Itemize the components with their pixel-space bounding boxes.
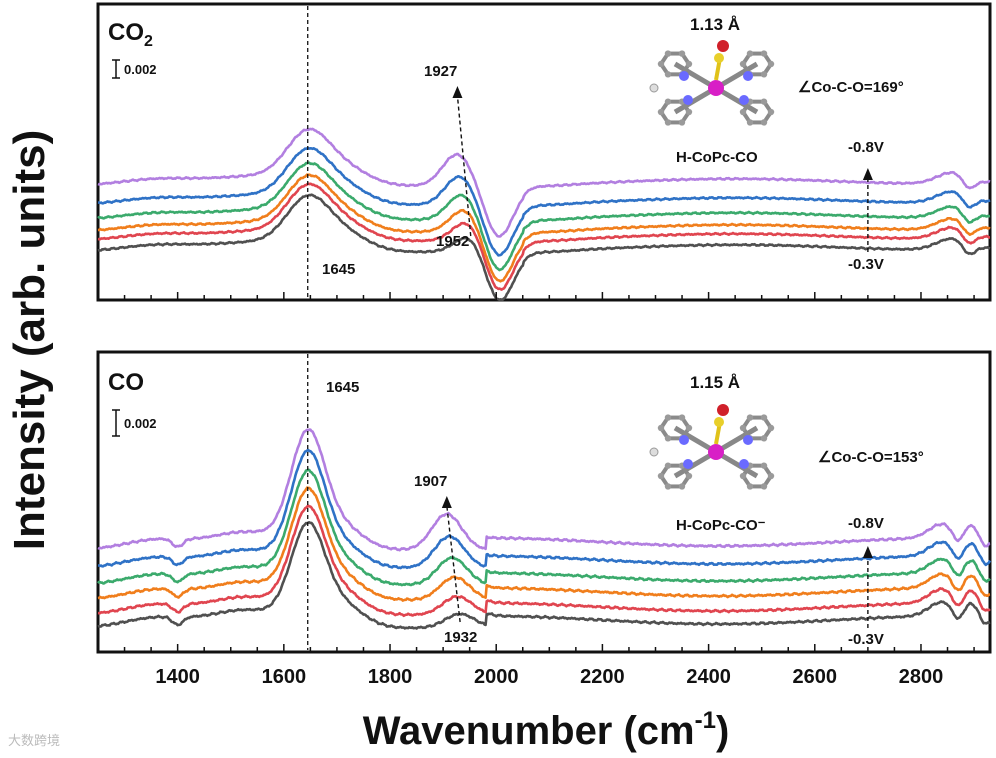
scale-bar-label: 0.002 bbox=[124, 62, 157, 77]
x-tick-labels: 1400 1600 1800 2000 2200 2400 2600 2800 bbox=[155, 666, 943, 688]
potential-bottom-label: -0.3V bbox=[848, 256, 884, 273]
series-line-6 bbox=[97, 127, 991, 238]
x-tick-label: 1800 bbox=[368, 666, 413, 688]
x-tick-label: 1600 bbox=[262, 666, 307, 688]
shift-arrow-line bbox=[446, 505, 461, 623]
x-tick-label: 2000 bbox=[474, 666, 519, 688]
series-line-6 bbox=[97, 428, 991, 552]
potential-top-label: -0.8V bbox=[848, 139, 884, 156]
series-line-5 bbox=[97, 146, 991, 257]
scale-bar: 0.002 bbox=[112, 59, 157, 79]
bond-length-label: 1.13 Å bbox=[690, 15, 740, 34]
shift-arrow-line bbox=[456, 95, 472, 237]
peak2-bottom-label: 1952 bbox=[436, 233, 469, 250]
potential-arrow-head bbox=[862, 168, 873, 180]
x-tick-label: 2400 bbox=[686, 666, 731, 688]
panel-co: 0.002 CO 1645 1907 1932 -0.8V -0.3V 1.15… bbox=[96, 350, 992, 654]
trace-group bbox=[97, 127, 991, 301]
shift-arrow-head bbox=[452, 86, 463, 98]
x-tick-label: 2800 bbox=[899, 666, 944, 688]
bond-length-label: 1.15 Å bbox=[690, 373, 740, 392]
peak1-label: 1645 bbox=[322, 261, 355, 278]
series-line-4 bbox=[97, 161, 991, 272]
peak2-top-label: 1927 bbox=[424, 63, 457, 80]
panel-co2: 0.002 CO2 1645 1927 1952 -0.8V -0.3V 1.1… bbox=[96, 2, 992, 302]
series-line-2 bbox=[97, 182, 991, 291]
tick-group bbox=[123, 292, 975, 300]
series-line-3 bbox=[97, 486, 991, 602]
series-line-1 bbox=[97, 193, 991, 301]
peak2-top-label: 1907 bbox=[414, 473, 447, 490]
series-line-3 bbox=[97, 173, 991, 283]
potential-arrow-head bbox=[862, 546, 873, 558]
scale-bar-label: 0.002 bbox=[124, 416, 157, 431]
x-tick-label: 1400 bbox=[155, 666, 200, 688]
trace-group bbox=[97, 428, 992, 630]
molecule-model-image bbox=[649, 40, 775, 126]
panel-frame bbox=[96, 2, 992, 302]
scale-bar: 0.002 bbox=[112, 409, 157, 437]
peak1-label: 1645 bbox=[326, 379, 359, 396]
panel-title: CO bbox=[108, 369, 144, 396]
panel-frame bbox=[96, 350, 992, 654]
x-axis-label: Wavenumber (cm-1) bbox=[363, 707, 730, 753]
peak2-bottom-label: 1932 bbox=[444, 629, 477, 646]
tick-group bbox=[123, 644, 975, 652]
shift-arrow-head bbox=[441, 496, 452, 508]
angle-label: ∠Co-C-O=153° bbox=[818, 449, 924, 466]
panel-title: CO2 bbox=[108, 19, 153, 50]
angle-label: ∠Co-C-O=169° bbox=[798, 79, 904, 96]
potential-bottom-label: -0.3V bbox=[848, 631, 884, 648]
x-tick-label: 2200 bbox=[580, 666, 625, 688]
series-line-1 bbox=[97, 521, 991, 630]
x-tick-label: 2600 bbox=[793, 666, 838, 688]
series-line-5 bbox=[97, 448, 992, 570]
series-line-4 bbox=[97, 468, 991, 587]
series-line-2 bbox=[97, 504, 991, 618]
molecule-model-image bbox=[649, 404, 775, 490]
molecule-label: H-CoPc-CO⁻ bbox=[676, 517, 766, 534]
potential-top-label: -0.8V bbox=[848, 515, 884, 532]
y-axis-label: Intensity (arb. units) bbox=[5, 130, 54, 550]
molecule-label: H-CoPc-CO bbox=[676, 149, 758, 166]
watermark: 大数跨境 bbox=[8, 734, 61, 749]
